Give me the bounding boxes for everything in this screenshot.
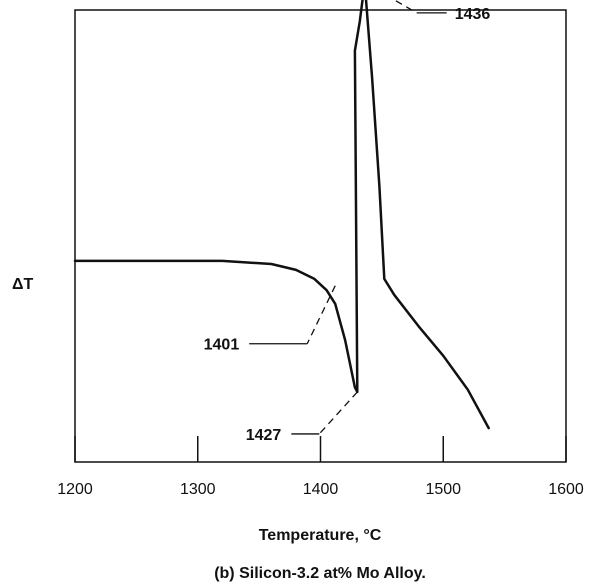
x-tick-label: 1400 <box>303 481 339 498</box>
x-axis-tick-labels: 1200 1300 1400 1500 1600 <box>57 481 584 498</box>
plot-frame <box>74 9 567 463</box>
annotation-label: 1427 <box>246 427 282 444</box>
x-tick-label: 1300 <box>180 481 216 498</box>
annotation-label: 1401 <box>204 337 240 354</box>
annotation-dashed-leader <box>306 285 336 345</box>
annotation-dashed-leader <box>393 0 418 14</box>
x-tick-label: 1500 <box>425 481 461 498</box>
x-tick-label: 1600 <box>548 481 584 498</box>
annotation-label: 1436 <box>455 6 491 23</box>
dta-curve <box>73 0 490 430</box>
x-axis-title: Temperature, °C <box>259 527 382 544</box>
annotation-leaders <box>249 0 447 435</box>
x-tick-label: 1200 <box>57 481 93 498</box>
annotation-dashed-leader <box>318 391 358 435</box>
figure-caption: (b) Silicon-3.2 at% Mo Alloy. <box>214 565 426 582</box>
y-axis-title: ΔT <box>12 276 34 293</box>
annotation-labels: 1401 1427 1436 <box>204 6 491 444</box>
x-axis-ticks <box>74 436 567 462</box>
